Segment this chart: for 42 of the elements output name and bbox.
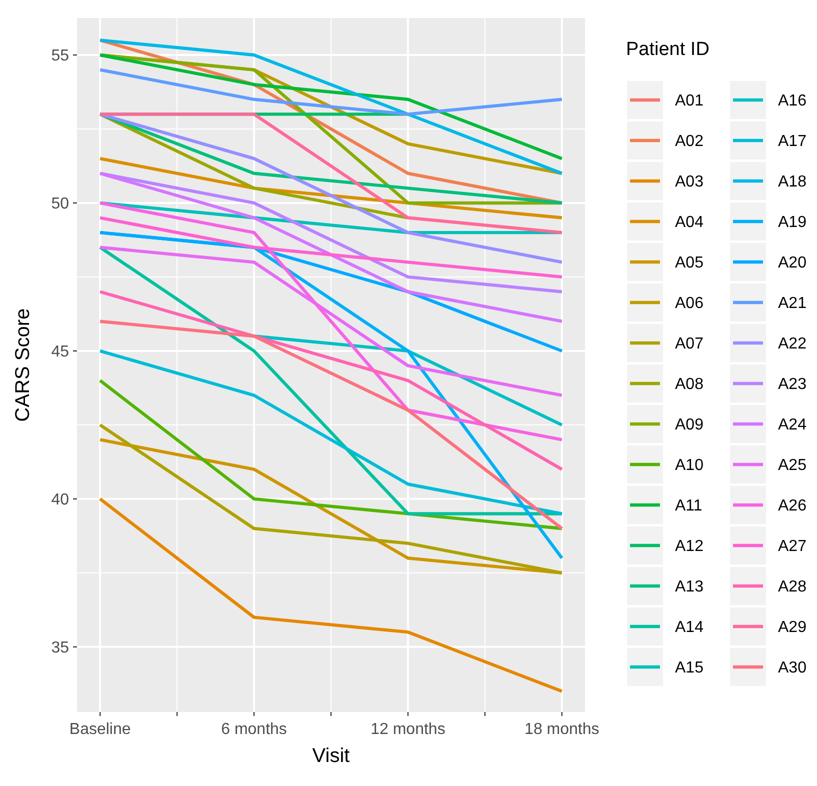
x-tick-label: Baseline [69,721,131,738]
legend-label: A30 [778,660,807,677]
y-tick-label: 45 [51,344,70,361]
legend-label: A17 [778,133,807,150]
legend-label: A22 [778,336,807,353]
legend-label: A16 [778,92,807,110]
legend-label: A15 [675,660,704,677]
legend-label: A14 [675,619,704,636]
x-tick-label: 18 months [524,721,600,738]
legend-label: A19 [778,214,807,232]
legend-label: A20 [778,254,807,272]
legend-label: A09 [675,416,704,434]
y-tick-label: 50 [51,196,70,213]
legend-label: A10 [675,457,704,474]
legend-label: A25 [778,457,807,474]
legend-label: A01 [675,92,704,110]
y-tick-label: 35 [51,639,70,656]
y-axis-title: CARS Score [12,308,34,422]
x-tick-label: 6 months [221,721,287,738]
x-tick-label: 12 months [370,721,446,738]
legend-label: A11 [675,498,702,515]
legend-label: A04 [675,214,704,232]
legend-label: A26 [778,498,807,515]
legend-label: A28 [778,578,807,596]
legend-label: A06 [675,295,704,312]
legend-title: Patient ID [626,39,710,60]
legend-label: A18 [778,174,807,191]
legend-label: A29 [778,619,807,636]
legend-label: A24 [778,416,807,434]
legend-label: A13 [675,578,704,596]
legend-label: A23 [778,376,807,394]
legend-label: A02 [675,133,704,150]
y-tick-label: 55 [51,48,70,65]
legend-label: A03 [675,174,704,191]
legend-label: A21 [778,295,807,312]
legend-label: A05 [675,254,704,272]
legend-label: A08 [675,376,704,394]
x-axis-title: Visit [312,745,350,767]
y-tick-label: 40 [51,492,70,509]
legend-label: A12 [675,538,704,556]
legend-label: A07 [675,336,704,353]
legend-label: A27 [778,538,807,556]
